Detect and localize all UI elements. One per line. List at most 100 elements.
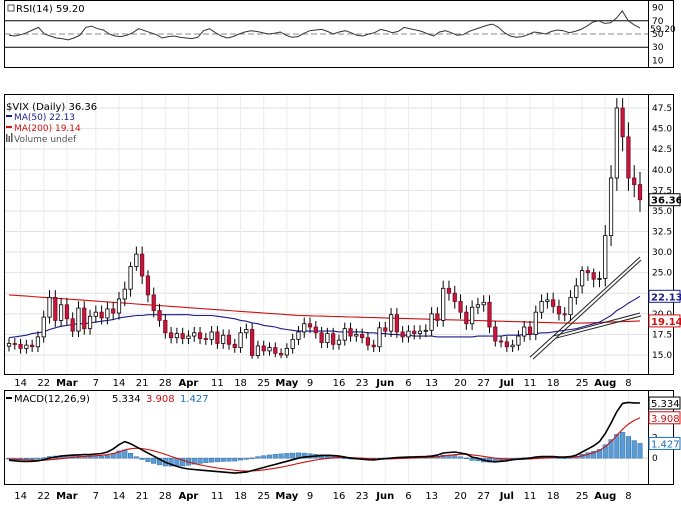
macd-histogram-bar (168, 457, 174, 467)
candlestick (516, 330, 521, 351)
candle-body-up (388, 314, 394, 332)
candlestick (383, 321, 388, 338)
macd-histogram-bar (591, 450, 597, 459)
candle-body-up (574, 285, 579, 298)
candlestick (151, 287, 156, 318)
macd-histogram-bar (220, 457, 226, 462)
macd-histogram-bar (29, 457, 35, 460)
macd-histogram-bar (614, 434, 620, 459)
macd-histogram-bar (249, 457, 255, 459)
candlestick (111, 302, 116, 320)
price-value-tag (648, 193, 681, 207)
rsi-legend-text: RSI(14) 59.20 (16, 4, 85, 15)
candle-body-up (608, 177, 614, 237)
candlestick (82, 301, 87, 335)
x-axis-label-bottom: Apr (179, 491, 199, 502)
candle-body-up (128, 266, 133, 290)
candle-body-up (186, 335, 191, 339)
candle-body-up (296, 331, 301, 340)
candle-body-up (354, 334, 359, 337)
candlestick (417, 325, 423, 340)
candlestick (498, 335, 504, 348)
candlestick (452, 285, 457, 309)
price-tick-label: 32.5 (652, 228, 672, 238)
ma50-legend-text: MA(50) 22.13 (14, 113, 75, 123)
candlestick (527, 320, 533, 341)
candlestick (226, 329, 232, 350)
candle-body-down (215, 331, 220, 344)
candlestick (290, 333, 295, 354)
candlestick (522, 320, 527, 342)
x-axis-label-bottom: 28 (159, 491, 172, 502)
candlestick (267, 342, 272, 356)
candlestick (273, 342, 278, 358)
candlestick (614, 98, 619, 191)
candlestick (377, 321, 382, 353)
x-axis-label-bottom: 13 (425, 491, 438, 502)
candle-body-down (180, 333, 185, 339)
candle-body-down (632, 177, 637, 185)
x-axis-label-bottom: 25 (576, 491, 589, 502)
candlestick (145, 270, 151, 303)
candle-body-up (87, 315, 93, 330)
candle-body-up (105, 308, 110, 319)
candlestick (354, 328, 359, 342)
trendline (553, 312, 641, 337)
candle-body-down (331, 333, 336, 345)
candlestick (551, 292, 556, 314)
candlestick (186, 330, 191, 345)
trendline (529, 256, 641, 358)
candle-body-down (562, 313, 567, 316)
candle-body-up (267, 347, 272, 352)
price-tick-label: 35.0 (652, 207, 672, 217)
price-tick-label: 45.0 (652, 125, 672, 135)
macd-histogram-bar (272, 454, 278, 459)
candle-body-down (53, 296, 58, 321)
candlestick (41, 310, 46, 343)
x-axis-label-top: 25 (257, 378, 270, 389)
candlestick (365, 332, 371, 351)
candlestick (99, 305, 104, 325)
candle-body-down (365, 337, 371, 346)
candlestick (278, 348, 284, 359)
x-axis-label-top: 11 (524, 378, 537, 389)
candle-body-down (527, 326, 533, 335)
candlestick (423, 324, 428, 338)
price-value-tag (648, 289, 681, 303)
candle-body-down (464, 311, 469, 325)
candlestick (93, 305, 98, 323)
candle-body-up (336, 339, 342, 345)
macd-histogram-bar (463, 457, 469, 460)
candle-body-down (585, 270, 590, 274)
macd-histogram-bar (41, 457, 47, 459)
macd-line (8, 401, 641, 474)
macd-histogram-bar (255, 456, 261, 459)
candlestick (157, 303, 162, 327)
candlestick (348, 322, 353, 342)
macd-histogram-bar (301, 452, 307, 459)
candlestick (105, 302, 110, 325)
candle-body-down (163, 320, 168, 334)
candle-body-down (261, 345, 266, 352)
candlestick (12, 338, 17, 350)
candle-body-down (151, 294, 156, 311)
macd-histogram-bar (203, 457, 209, 463)
candlestick (319, 326, 324, 349)
price-tick-label: 25.0 (652, 269, 672, 279)
macd-histogram-bar (278, 453, 284, 459)
macd-value-tag (648, 411, 681, 425)
x-axis-label-bottom: 21 (136, 491, 149, 502)
candlestick (603, 225, 608, 287)
x-axis-label-bottom: Aug (594, 491, 616, 502)
candle-body-down (278, 352, 284, 356)
candlestick (585, 266, 590, 281)
candle-body-down (226, 334, 232, 345)
macd-histogram-bar (122, 449, 128, 459)
macd-histogram-bar (232, 457, 238, 462)
candlestick (174, 327, 179, 344)
x-axis-label-bottom: 7 (93, 491, 99, 502)
x-axis-label-top: 6 (405, 378, 411, 389)
candle-body-down (493, 326, 498, 342)
candlestick (168, 326, 174, 344)
macd-histogram-bar (209, 457, 215, 463)
